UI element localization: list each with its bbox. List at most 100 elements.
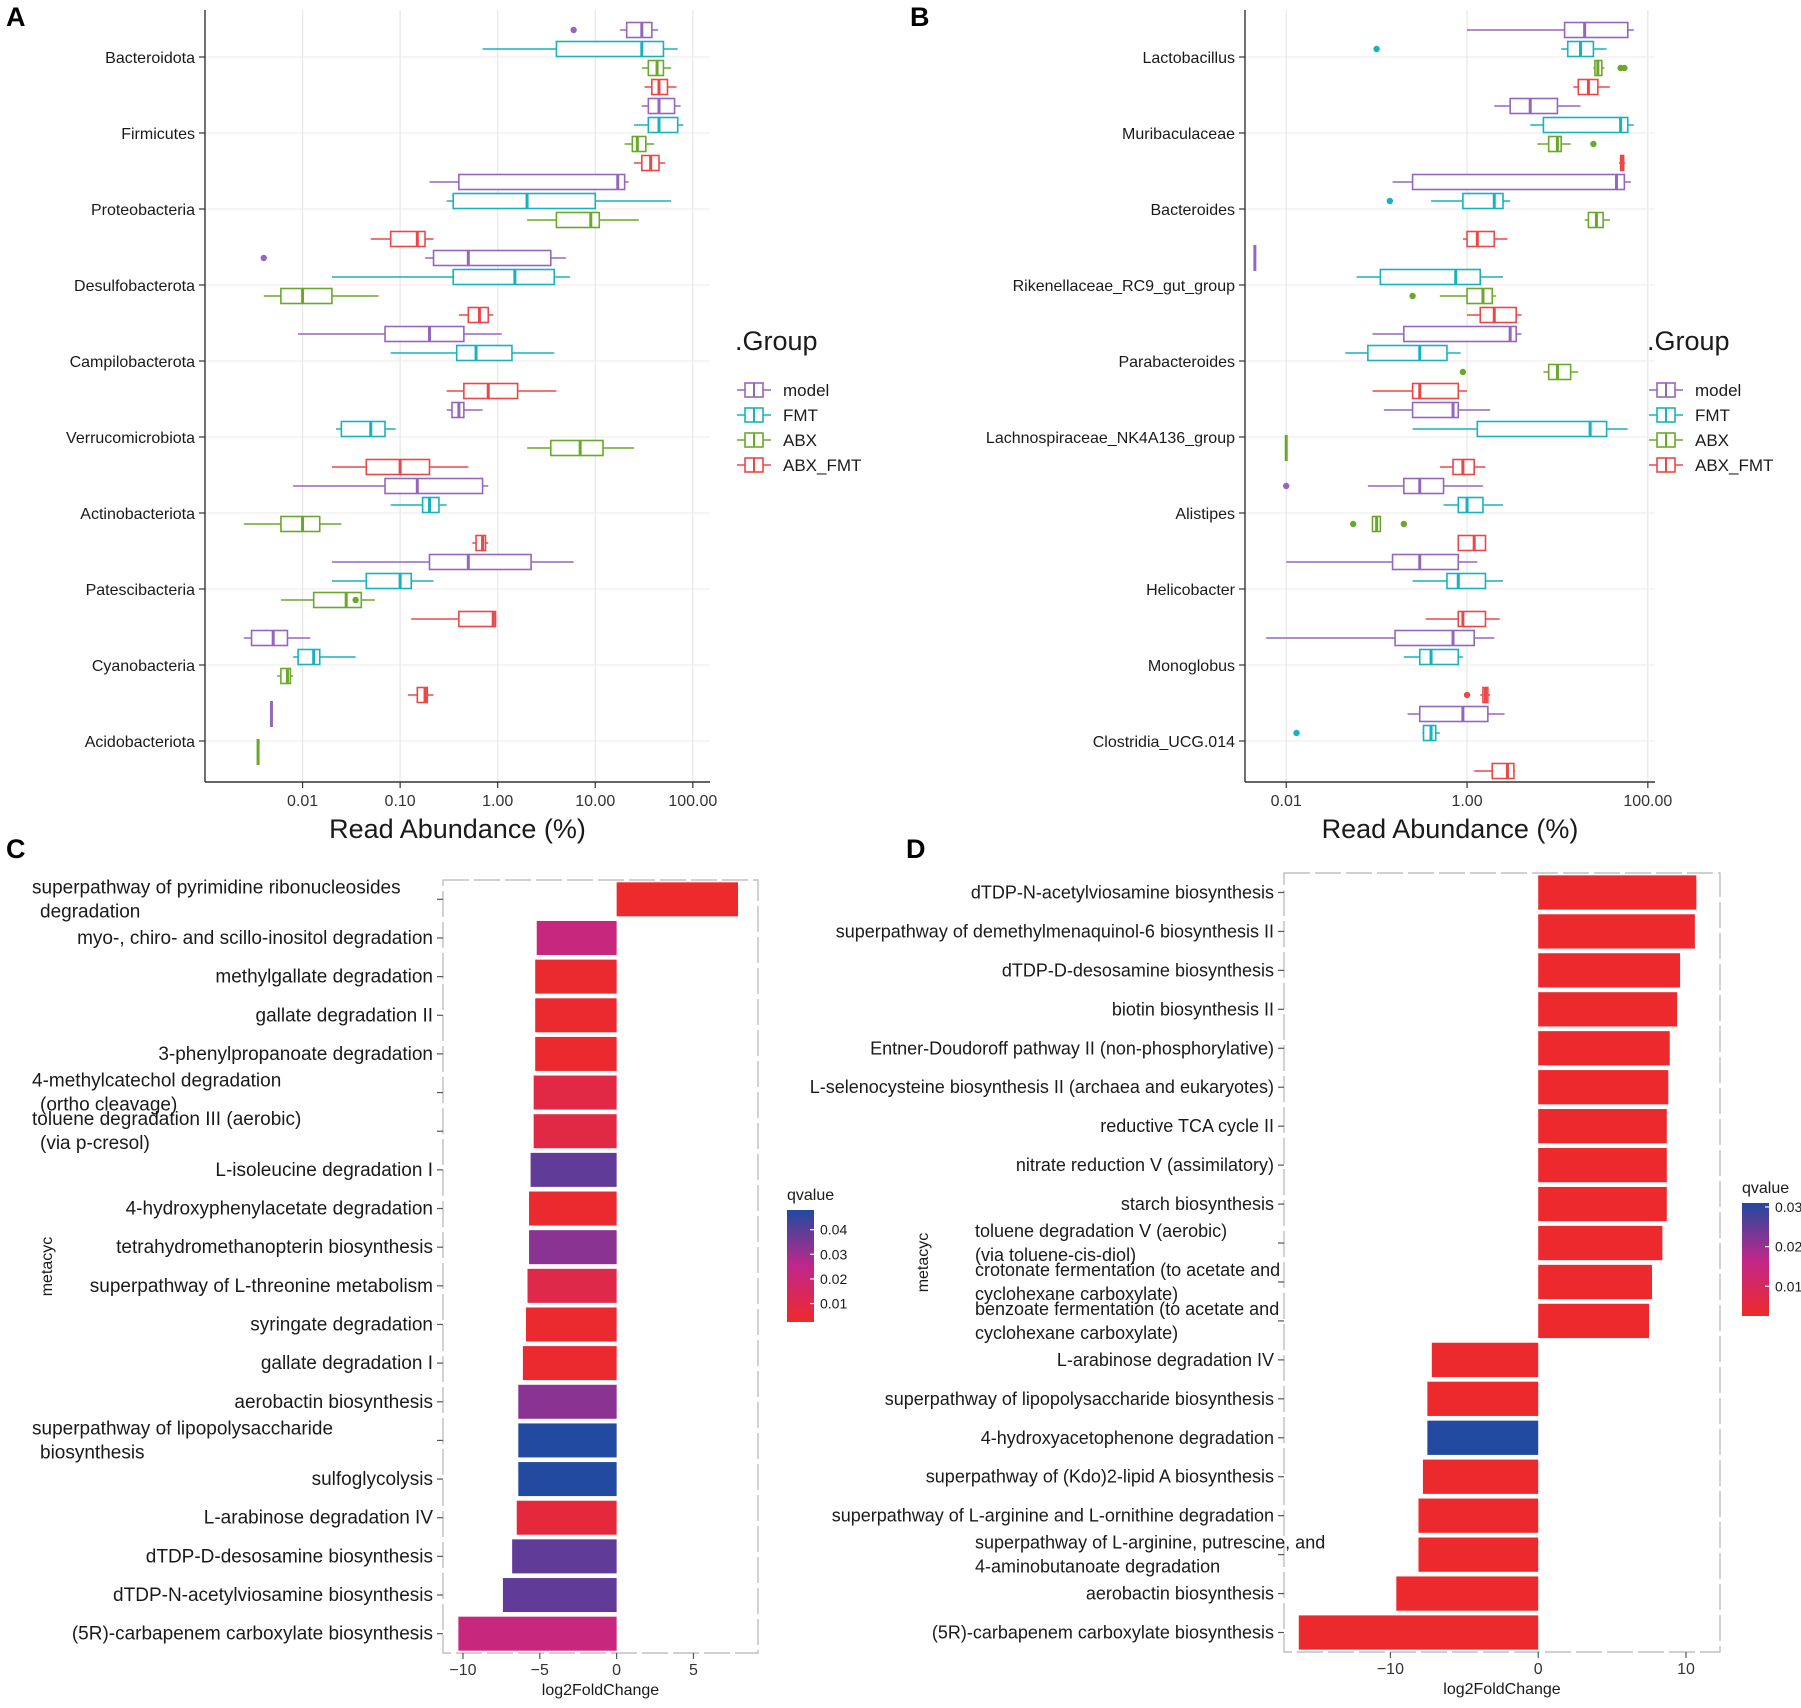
y-category-label: superpathway of L-arginine, putrescine, … <box>975 1533 1325 1553</box>
box-lactobacillus-abx-fmt <box>1573 78 1610 96</box>
box-lactobacillus-model <box>1467 21 1634 39</box>
box-bacteroidota-model <box>570 21 659 39</box>
box-iqr <box>1542 116 1629 134</box>
box-patescibacteria-model <box>331 553 574 571</box>
box-cyanobacteria-fmt <box>293 648 356 666</box>
y-category-label: 4-methylcatechol degradation <box>32 1071 281 1092</box>
box-actinobacteriota-fmt <box>390 496 447 514</box>
bar-reductive-tca-cycle-ii <box>1538 1109 1667 1144</box>
panel-a-letter: A <box>6 2 26 32</box>
y-category-label: aerobactin biosynthesis <box>1086 1584 1274 1604</box>
y-category-label: superpathway of L-threonine metabolism <box>90 1276 433 1297</box>
box-iqr <box>1547 135 1562 153</box>
colorbar-tick-label: 0.03 <box>820 1246 847 1262</box>
box-alistipes-abx-fmt <box>1457 534 1487 552</box>
panel-c-barchart: −10 −5 0 5 log2FoldChange metacyc superpathway… <box>32 877 847 1699</box>
colorbar-tick-label: 0.02 <box>1775 1239 1801 1255</box>
box-iqr <box>1418 705 1489 723</box>
box-outlier <box>570 26 577 34</box>
box-muribaculaceae-abx <box>1537 135 1597 153</box>
box-desulfobacterota-fmt <box>331 268 570 286</box>
box-lachnospiraceae-nk4a136-group-fmt <box>1412 420 1628 438</box>
box-iqr <box>280 287 333 305</box>
box-bacteroides-abx-fmt <box>1462 230 1508 248</box>
box-iqr <box>428 553 532 571</box>
y-category-label: L-arabinose degradation IV <box>1057 1350 1274 1370</box>
y-category-label: 3-phenylpropanoate degradation <box>158 1044 433 1065</box>
legend-label-fmt: FMT <box>783 406 818 425</box>
box-alistipes-model <box>1283 477 1483 495</box>
y-category-label: cyclohexane carboxylate) <box>975 1284 1178 1304</box>
panel-b-boxplot: 0.01 1.00 100.00 Read Abundance (%) Lactobac… <box>986 10 1672 844</box>
box-clostridia-ucg-014-model <box>1407 705 1505 723</box>
box-monoglobus-abx-fmt <box>1463 686 1491 704</box>
box-parabacteroides-abx <box>1459 363 1579 381</box>
box-proteobacteria-fmt <box>446 192 672 210</box>
bar-4-hydroxyacetophenone-degradation <box>1427 1420 1539 1455</box>
bar-5r-carbapenem-carboxylate-biosynthesis <box>458 1616 617 1651</box>
category-label-bacteroidota: Bacteroidota <box>105 50 195 67</box>
box-lachnospiraceae-nk4a136-group-model <box>1383 401 1491 419</box>
box-iqr <box>432 249 552 267</box>
category-label-lactobacillus: Lactobacillus <box>1143 50 1236 67</box>
category-label-monoglobus: Monoglobus <box>1148 658 1235 675</box>
legend-label-abx: ABX <box>1695 431 1729 450</box>
category-label-bacteroides: Bacteroides <box>1151 202 1236 219</box>
y-category-label: aerobactin biosynthesis <box>234 1392 433 1413</box>
box-helicobacter-model <box>1286 553 1478 571</box>
panel-b-letter: B <box>910 2 930 32</box>
box-proteobacteria-abx <box>527 211 639 229</box>
box-outlier <box>1373 45 1380 53</box>
bar-dtdp-d-desosamine-biosynthesis <box>1538 953 1681 988</box>
box-muribaculaceae-fmt <box>1530 116 1634 134</box>
category-label-patescibacteria: Patescibacteria <box>86 582 195 599</box>
box-parabacteroides-model <box>1372 325 1522 343</box>
box-monoglobus-fmt <box>1403 648 1463 666</box>
box-iqr <box>1476 420 1608 438</box>
bar-starch-biosynthesis <box>1538 1186 1667 1222</box>
category-label-lachnospiraceae-nk4a136-group: Lachnospiraceae_NK4A136_group <box>986 430 1235 447</box>
box-outlier <box>1463 691 1471 699</box>
colorbar-gradient <box>1742 1203 1769 1316</box>
bar-5r-carbapenem-carboxylate-biosynthesis <box>1298 1615 1539 1650</box>
legend-label-fmt: FMT <box>1695 406 1730 425</box>
box-parabacteroides-abx-fmt <box>1372 382 1468 400</box>
y-category-label: 4-hydroxyacetophenone degradation <box>981 1428 1274 1448</box>
box-iqr <box>1391 553 1460 571</box>
box-iqr <box>1462 192 1504 210</box>
box-bacteroidota-fmt <box>482 40 678 58</box>
box-rikenellaceae-rc9-gut-group-abx-fmt <box>1467 306 1522 324</box>
box-iqr <box>1403 325 1518 343</box>
box-iqr <box>1479 306 1518 324</box>
box-outlier <box>1293 729 1300 737</box>
bar-superpathway-of-pyrimidine-ribonucleosides-degradation <box>616 882 739 917</box>
box-helicobacter-fmt <box>1412 572 1504 590</box>
y-category-label: syringate degradation <box>250 1314 433 1335</box>
bar-superpathway-of-lipopolysaccharide-biosynthesis <box>518 1423 617 1458</box>
y-category-label: cyclohexane carboxylate) <box>975 1323 1178 1343</box>
x-tick-label: −10 <box>1377 1661 1404 1678</box>
box-iqr <box>463 382 519 400</box>
y-category-label: dTDP-N-acetylviosamine biosynthesis <box>113 1585 433 1606</box>
x-tick-label: 0 <box>612 1662 621 1679</box>
box-outlier <box>1283 482 1290 490</box>
category-label-parabacteroides: Parabacteroides <box>1118 354 1235 371</box>
box-iqr <box>297 648 321 666</box>
box-outlier <box>1349 520 1357 528</box>
y-category-label: methylgallate degradation <box>215 967 433 988</box>
x-tick-label: 0 <box>1534 1661 1543 1678</box>
y-axis-title: metacyc <box>39 1237 56 1297</box>
bar-4-hydroxyphenylacetate-degradation <box>529 1191 617 1226</box>
colorbar-tick-label: 0.02 <box>820 1271 847 1287</box>
x-tick-label: 0.01 <box>287 793 318 810</box>
box-lactobacillus-fmt <box>1373 40 1607 58</box>
colorbar-title: qvalue <box>787 1187 834 1204</box>
box-campilobacterota-abx-fmt <box>446 382 557 400</box>
bar-l-arabinose-degradation-iv <box>1431 1342 1539 1378</box>
bar-entner-doudoroff-pathway-ii-non-phosphorylative <box>1538 1031 1670 1066</box>
legend-label-abx: ABX <box>783 431 817 450</box>
bar-toluene-degradation-v-aerobic-via-toluene-cis-diol <box>1538 1225 1663 1261</box>
y-category-label: superpathway of pyrimidine ribonucleosid… <box>32 877 401 898</box>
box-iqr <box>625 21 653 39</box>
